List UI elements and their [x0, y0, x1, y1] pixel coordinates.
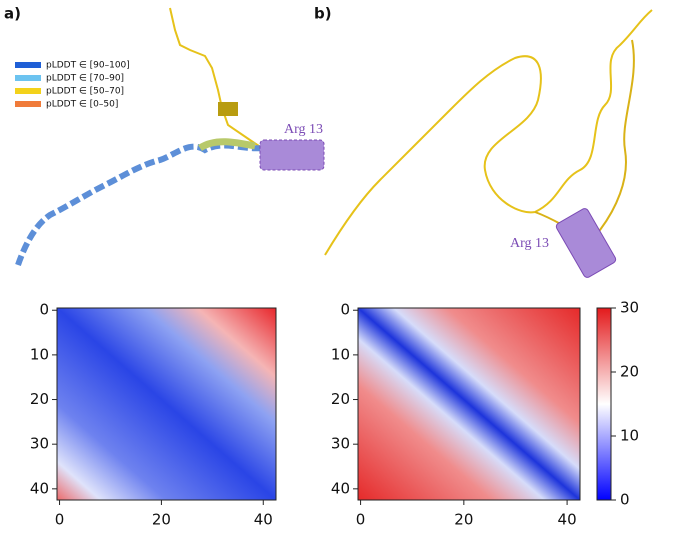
x-tick-label: 40 [254, 511, 273, 529]
legend-label: pLDDT ∈ [90–100] [46, 61, 130, 71]
x-tick-label: 0 [55, 511, 65, 529]
coil [324, 9, 653, 256]
legend-swatch [15, 75, 41, 81]
legend-label: pLDDT ∈ [50–70] [46, 87, 124, 97]
heatmap-frame [56, 307, 277, 501]
legend-label: pLDDT ∈ [0–50] [46, 100, 118, 110]
colorbar-tick-label: 0 [620, 491, 630, 509]
colorbar [597, 308, 611, 500]
y-tick-label: 0 [340, 301, 350, 319]
y-tick-label: 20 [30, 390, 49, 408]
colorbar-tick-label: 20 [620, 363, 639, 381]
colorbar-tick-label: 30 [620, 299, 639, 317]
highlight-box [259, 139, 325, 171]
colorbar-tick-label: 10 [620, 427, 639, 445]
y-tick-label: 0 [39, 301, 49, 319]
x-tick-label: 20 [454, 511, 473, 529]
y-tick-label: 20 [331, 390, 350, 408]
heatmap-image [57, 308, 276, 500]
coil [169, 7, 263, 149]
y-tick-label: 40 [30, 479, 49, 497]
colorbar-frame [596, 307, 612, 501]
helix [198, 138, 256, 152]
y-tick-label: 30 [30, 435, 49, 453]
panel-label: a) [4, 5, 21, 23]
highlight-box [555, 208, 617, 278]
legend-swatch [15, 101, 41, 107]
helix [15, 142, 263, 266]
x-tick-label: 40 [558, 511, 577, 529]
annotation: Arg 13 [284, 122, 323, 137]
heatmap-frame [357, 307, 581, 501]
y-tick-label: 30 [331, 435, 350, 453]
coil [534, 39, 635, 235]
x-tick-label: 20 [152, 511, 171, 529]
y-tick-label: 10 [30, 345, 49, 363]
legend-swatch [15, 62, 41, 68]
helix [218, 102, 238, 116]
legend-label: pLDDT ∈ [70–90] [46, 74, 124, 84]
legend: pLDDT ∈ [90–100] pLDDT ∈ [70–90] pLDDT ∈… [15, 61, 130, 110]
annotation: Arg 13 [510, 236, 549, 251]
panel-label: b) [314, 5, 332, 23]
x-tick-label: 0 [356, 511, 366, 529]
heatmap-image [358, 308, 580, 500]
y-tick-label: 10 [331, 345, 350, 363]
legend-swatch [15, 88, 41, 94]
y-tick-label: 40 [331, 479, 350, 497]
